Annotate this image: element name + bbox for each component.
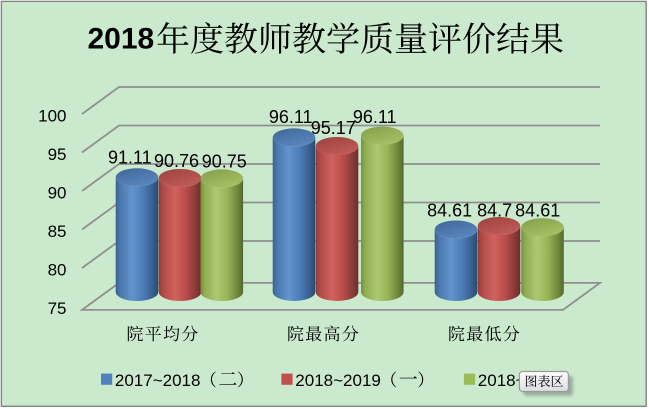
svg-text:84.61: 84.61 <box>427 201 472 221</box>
svg-text:2017~2018: 2017~2018 <box>115 371 201 390</box>
svg-text:84.61: 84.61 <box>515 201 560 221</box>
svg-text:2018~2019: 2018~2019 <box>295 371 381 390</box>
svg-text:90: 90 <box>48 184 67 203</box>
svg-text:96.11: 96.11 <box>269 107 313 127</box>
svg-text:96.11: 96.11 <box>353 107 397 127</box>
svg-text:100: 100 <box>38 107 66 126</box>
svg-text:91.11: 91.11 <box>108 148 152 168</box>
svg-text:75: 75 <box>48 299 67 318</box>
svg-text:84.7: 84.7 <box>477 201 512 221</box>
svg-text:95.17: 95.17 <box>311 118 356 138</box>
svg-text:90.75: 90.75 <box>202 151 247 171</box>
svg-text:95: 95 <box>48 145 67 164</box>
svg-text:80: 80 <box>48 261 67 280</box>
svg-text:90.76: 90.76 <box>154 151 199 171</box>
svg-text:2018: 2018 <box>88 23 155 56</box>
svg-text:85: 85 <box>48 222 67 241</box>
